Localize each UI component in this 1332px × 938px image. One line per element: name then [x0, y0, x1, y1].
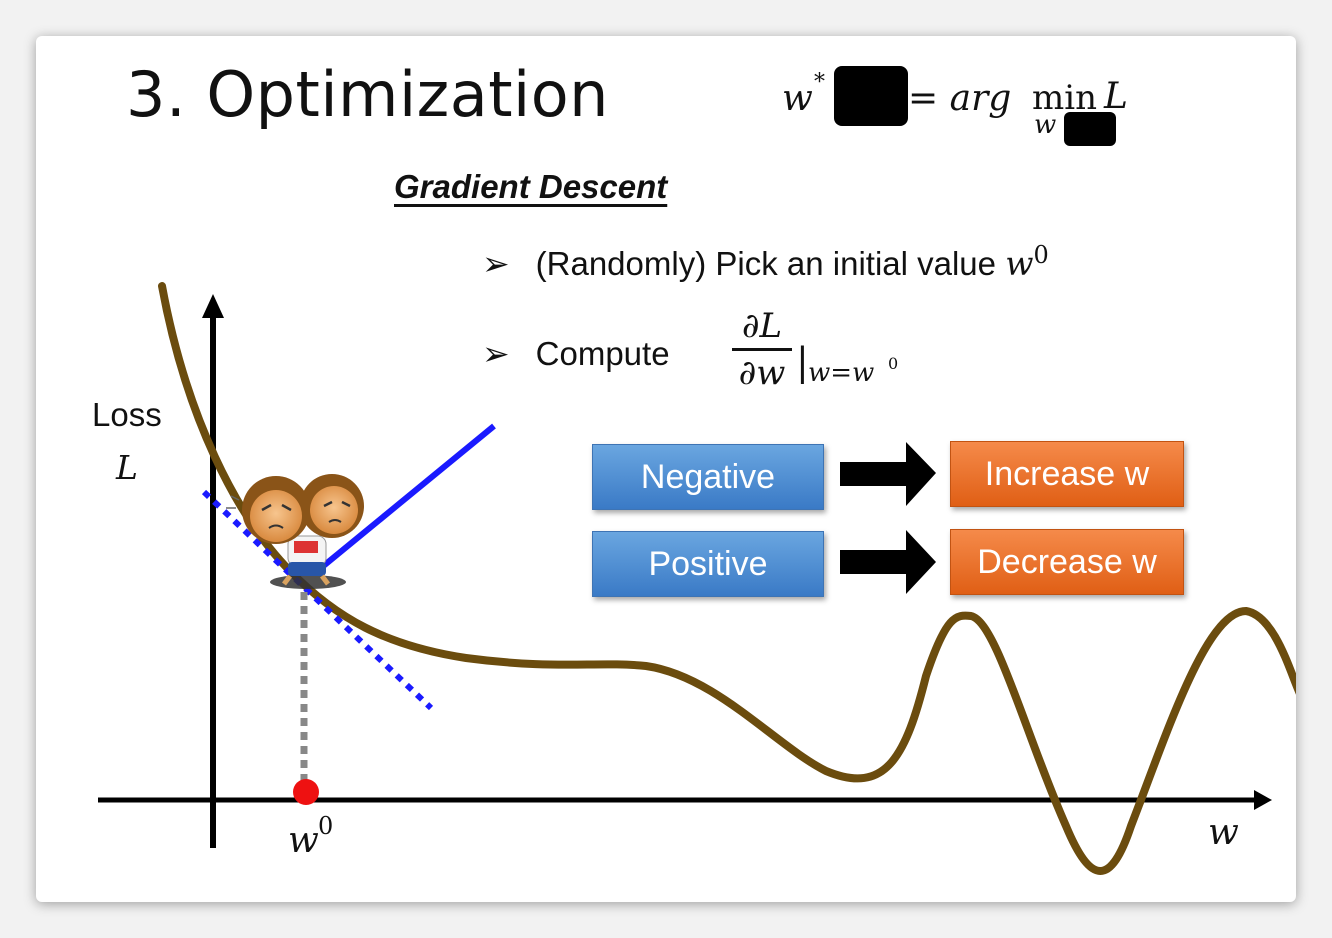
bullet-compute-derivative: ➢ Compute	[482, 334, 670, 373]
fraction-bar	[732, 348, 792, 351]
formula-eq-arg: = arg	[908, 78, 1012, 119]
eval-superscript: 0	[888, 354, 899, 373]
tangent-dotted-line	[201, 489, 434, 711]
bullet-math-sup: 0	[1033, 241, 1049, 269]
decrease-w-box: Decrease w	[950, 529, 1184, 595]
x-axis-arrowhead	[1254, 790, 1272, 810]
y-axis-label-loss: Loss	[92, 396, 162, 433]
start-point-label: w	[288, 820, 319, 861]
eval-bar: |	[796, 340, 809, 384]
positive-box: Positive	[592, 531, 824, 597]
bullet-text: (Randomly) Pick an initial value	[535, 245, 1006, 282]
start-point	[293, 779, 319, 805]
redaction-block	[1064, 112, 1116, 146]
slide: 3. Optimization w * = arg min w L Gradie…	[36, 36, 1296, 902]
monkey-character-icon	[226, 474, 364, 589]
fraction-numerator: ∂L	[741, 306, 783, 346]
tangent-solid-line	[314, 423, 496, 575]
loss-curve	[158, 282, 1296, 875]
bullet-arrow-icon: ➢	[482, 244, 510, 283]
y-axis-label-l: L	[116, 448, 138, 487]
negative-box: Negative	[592, 444, 824, 510]
start-point-label-sup: 0	[318, 812, 334, 840]
bullet-pick-initial: ➢ (Randomly) Pick an initial value w0	[482, 241, 1049, 283]
right-arrow-icon	[840, 530, 936, 594]
derivative-fraction: ∂L ∂w	[732, 306, 792, 393]
formula-lhs: w	[782, 78, 813, 119]
formula-rhs: L	[1104, 76, 1128, 117]
formula-star: *	[814, 70, 825, 95]
redaction-block	[834, 66, 908, 126]
increase-w-box: Increase w	[950, 441, 1184, 507]
fraction-denominator: ∂w	[738, 353, 786, 393]
bullet-arrow-icon: ➢	[482, 334, 510, 373]
section-title: Gradient Descent	[394, 168, 668, 205]
slide-title: 3. Optimization	[126, 58, 609, 131]
formula-min: min	[1032, 78, 1098, 118]
formula-min-sub: w	[1034, 110, 1057, 140]
x-axis-label-w: w	[1208, 812, 1239, 853]
eval-subscript: w=w	[808, 358, 875, 388]
right-arrow-icon	[840, 442, 936, 506]
bullet-math: w	[1005, 244, 1034, 283]
graph-canvas	[98, 66, 1296, 875]
bullet-text: Compute	[535, 335, 670, 372]
y-axis-arrowhead	[202, 294, 224, 318]
